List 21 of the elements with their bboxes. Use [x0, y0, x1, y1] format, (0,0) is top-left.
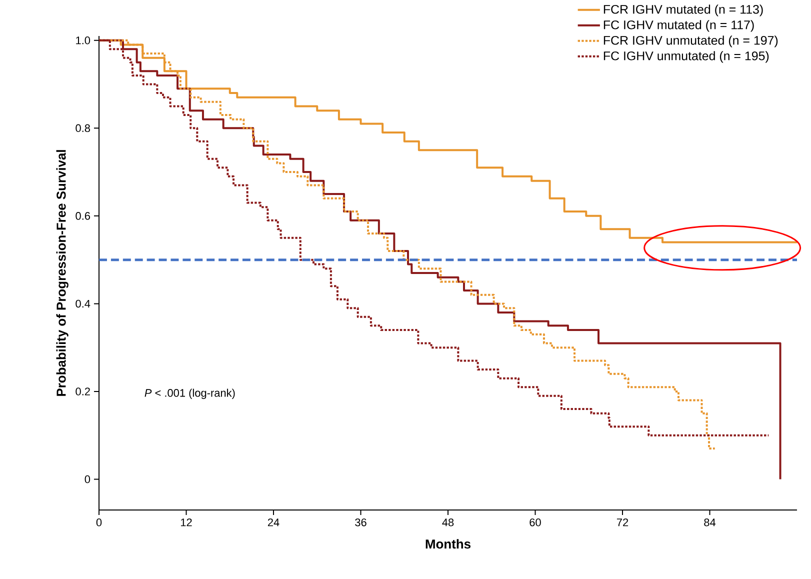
x-tick-label: 36 [355, 518, 366, 526]
y-tick-label: 0.2 [76, 388, 90, 396]
y-tick-label: 0 [84, 475, 90, 484]
x-tick-label: 84 [704, 518, 716, 526]
x-tick-label: 24 [268, 518, 280, 526]
x-tick-label: 48 [442, 518, 454, 526]
x-tick-label: 60 [530, 518, 541, 526]
legend-label: FCR IGHV mutated (n = 113) [604, 4, 763, 16]
y-tick-label: 0.6 [76, 212, 90, 220]
y-tick-label: 0.4 [76, 300, 90, 308]
legend-label: FC IGHV mutated (n = 117) [604, 20, 754, 32]
x-tick-label: 12 [180, 518, 192, 526]
y-tick-label: 0.8 [76, 124, 90, 132]
y-axis-title: Probability of Progression-Free Survival [56, 150, 68, 396]
x-axis-title: Months [426, 539, 470, 549]
annotation: P < .001 (log-rank) [144, 388, 235, 399]
x-tick-label: 72 [616, 518, 628, 526]
y-tick-label: 1.0 [76, 36, 90, 44]
legend-label: FC IGHV unmutated (n = 195) [604, 51, 769, 63]
legend-label: FCR IGHV unmutated (n = 197) [604, 36, 778, 48]
x-tick-label: 0 [96, 518, 102, 526]
